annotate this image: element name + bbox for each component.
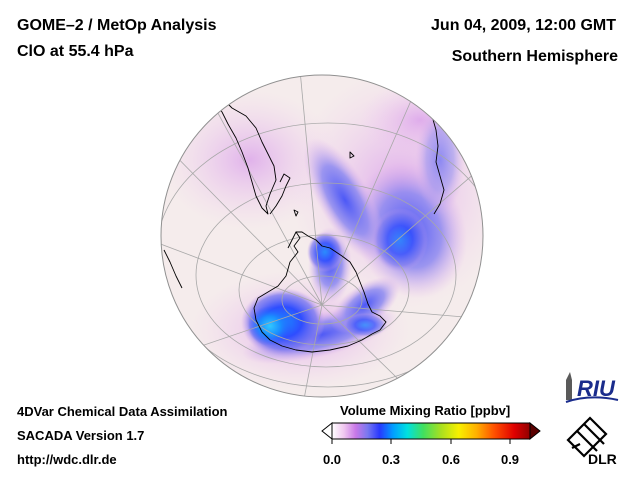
- colorbar-tick-label: 0.3: [381, 452, 401, 467]
- colorbar-max-arrow: [529, 421, 541, 441]
- south-america-coast: [215, 97, 277, 215]
- map-hemisphere: Southern Hemisphere: [451, 48, 618, 65]
- antarctic-peninsula: [287, 231, 297, 249]
- riu-logo-swoosh: [565, 396, 619, 403]
- colorbar-title: Volume Mixing Ratio [ppbv]: [340, 403, 511, 418]
- footer-url[interactable]: http://wdc.dlr.de: [17, 452, 117, 467]
- map-datetime: Jun 04, 2009, 12:00 GMT: [431, 17, 616, 34]
- colorbar-ramp: [331, 422, 531, 440]
- dlr-logo: DLR: [566, 416, 617, 467]
- antarctica-coast: [253, 231, 387, 353]
- globe: [160, 74, 484, 398]
- colorbar-tick-label: 0.6: [441, 452, 461, 467]
- riu-logo: RIU: [565, 372, 619, 403]
- graticule: [161, 75, 483, 397]
- colorbar: [321, 421, 541, 444]
- riu-logo-mark: [566, 372, 572, 400]
- clo-field: [161, 75, 483, 390]
- footer-method: 4DVar Chemical Data Assimilation: [17, 404, 228, 419]
- australia-coast: [163, 249, 183, 289]
- globe-outline: [160, 74, 484, 398]
- map-title: GOME–2 / MetOp Analysis: [17, 17, 217, 34]
- colorbar-tick-label: 0.0: [322, 452, 342, 467]
- dlr-logo-text: DLR: [588, 451, 617, 467]
- map-subtitle: ClO at 55.4 hPa: [17, 43, 134, 60]
- colorbar-tick-label: 0.9: [500, 452, 520, 467]
- colorbar-min-arrow: [321, 421, 333, 441]
- footer-version: SACADA Version 1.7: [17, 428, 145, 443]
